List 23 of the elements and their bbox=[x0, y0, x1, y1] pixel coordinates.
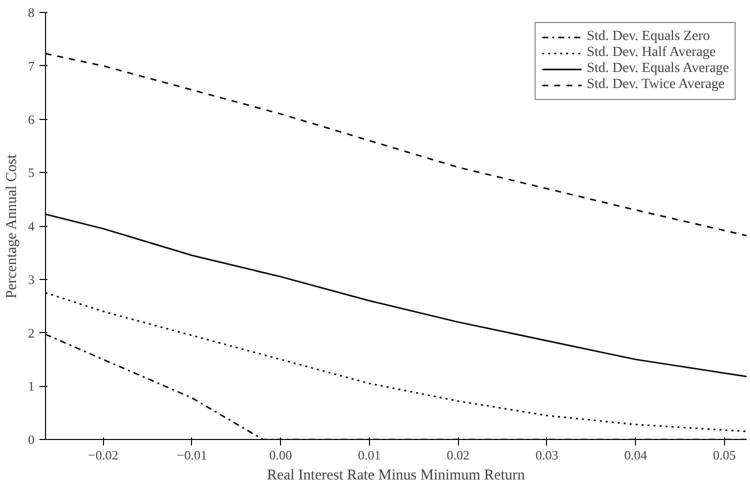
y-tick-label: 4 bbox=[28, 218, 35, 234]
y-tick-label: 7 bbox=[28, 58, 35, 74]
legend-label: Std. Dev. Half Average bbox=[586, 45, 716, 61]
legend-label: Std. Dev. Equals Average bbox=[586, 61, 729, 77]
x-tick-label: 0.02 bbox=[446, 448, 470, 462]
y-tick-label: 6 bbox=[28, 112, 35, 127]
legend-label: Std. Dev. Twice Average bbox=[586, 77, 725, 93]
y-tick-label: 2 bbox=[28, 325, 34, 340]
x-tick-label: 0.04 bbox=[624, 448, 648, 462]
x-tick-label: 0.05 bbox=[712, 448, 736, 462]
y-axis-title: Percentage Annual Cost bbox=[4, 154, 20, 298]
y-tick-label: 3 bbox=[28, 272, 34, 287]
y-tick-label: 8 bbox=[28, 5, 34, 20]
y-tick-label: 5 bbox=[28, 165, 34, 180]
y-tick-label: 0 bbox=[28, 432, 34, 447]
x-axis-title: Real Interest Rate Minus Minimum Return bbox=[267, 468, 526, 484]
x-tick-label: 0.03 bbox=[535, 448, 558, 462]
y-tick-label: 1 bbox=[28, 378, 34, 394]
legend-label: Std. Dev. Equals Zero bbox=[586, 29, 710, 45]
x-tick-label: −0.02 bbox=[88, 448, 118, 462]
x-tick-label: 0.00 bbox=[269, 448, 292, 462]
x-tick-label: −0.01 bbox=[176, 448, 207, 462]
x-tick-label: 0.01 bbox=[358, 448, 381, 462]
